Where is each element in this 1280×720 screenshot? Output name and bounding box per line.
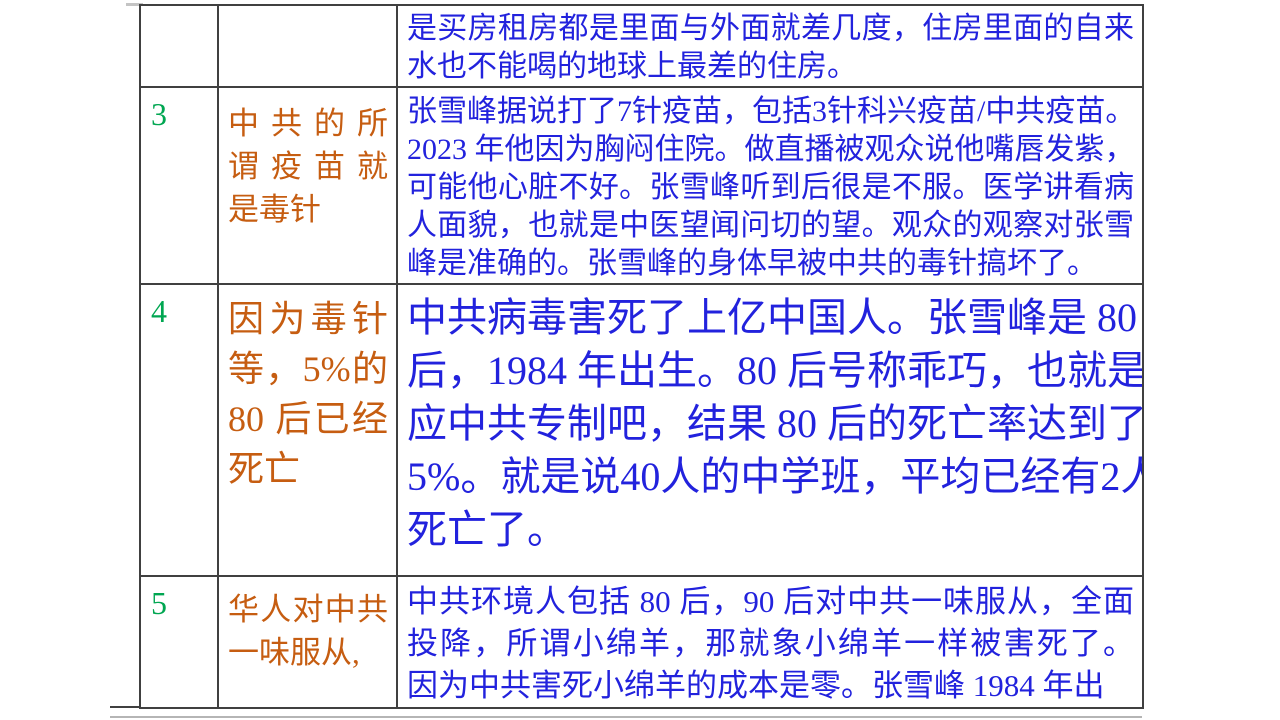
topic-cell: 因为毒针 等，5%的 80 后已经 死亡	[217, 283, 398, 577]
row-number-cell	[139, 4, 219, 88]
content-table: 是买房租房都是里面与外面就差几度，住房里面的自来 水也不能喝的地球上最差的住房。 …	[139, 4, 1144, 709]
topic-cell	[217, 4, 398, 88]
row-number-cell: 3	[139, 86, 219, 285]
content-cell: 中共环境人包括 80 后，90 后对中共一味服从，全面 投降，所谓小绵羊，那就象小…	[396, 575, 1144, 709]
content-cell: 张雪峰据说打了7针疫苗，包括3针科兴疫苗/中共疫苗。 2023 年他因为胸闷住院。…	[396, 86, 1144, 285]
table-row-3: 3 中共的所 谓疫苗就 是毒针 张雪峰据说打了7针疫苗，包括3针科兴疫苗/中共疫苗。…	[139, 86, 1144, 285]
page-break-line	[110, 706, 141, 708]
content-cell: 是买房租房都是里面与外面就差几度，住房里面的自来 水也不能喝的地球上最差的住房。	[396, 4, 1144, 88]
content-cell: 中共病毒害死了上亿中国人。张雪峰是 80 后，1984 年出生。80 后号称乖巧，…	[396, 283, 1144, 577]
row-number-cell: 4	[139, 283, 219, 577]
topic-cell: 华人对中共 一味服从,	[217, 575, 398, 709]
topic-cell: 中共的所 谓疫苗就 是毒针	[217, 86, 398, 285]
table-row-4: 4 因为毒针 等，5%的 80 后已经 死亡 中共病毒害死了上亿中国人。张雪峰是 80…	[139, 283, 1144, 577]
row-number-cell: 5	[139, 575, 219, 709]
table-row-5: 5 华人对中共 一味服从, 中共环境人包括 80 后，90 后对中共一味服从，全面…	[139, 575, 1144, 709]
table-row-continued: 是买房租房都是里面与外面就差几度，住房里面的自来 水也不能喝的地球上最差的住房。	[139, 4, 1144, 88]
next-page-table-edge	[110, 716, 1142, 718]
table-anchor-mark	[126, 3, 143, 6]
